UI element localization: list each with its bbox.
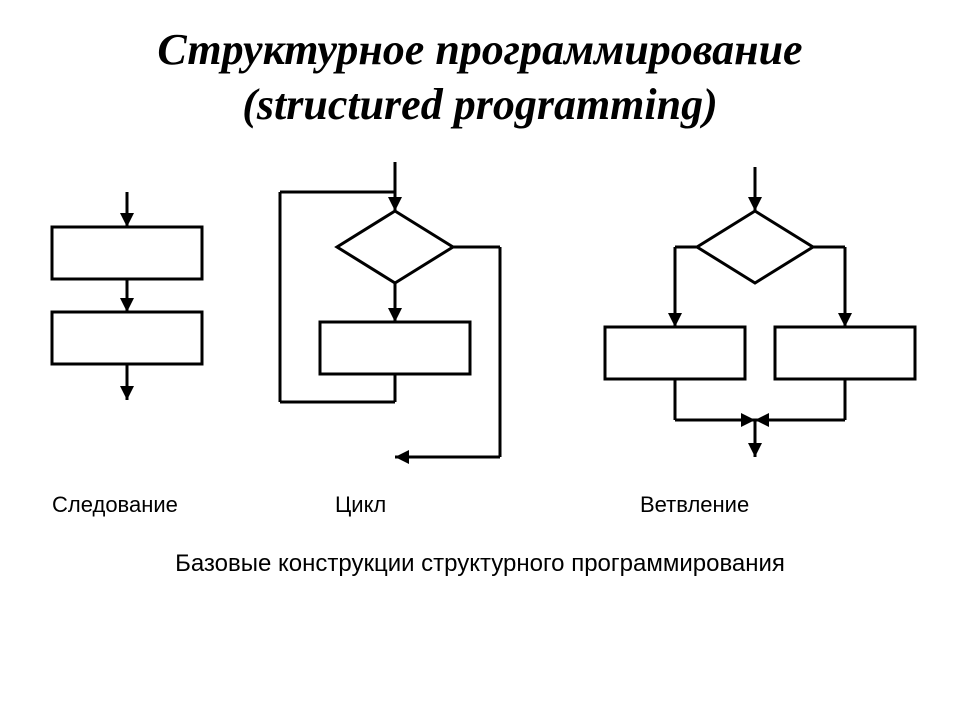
arrow-head-icon [838,313,852,327]
label-loop: Цикл [335,492,386,518]
sequence-box-2 [52,312,202,364]
loop-body-box [320,322,470,374]
loop-decision-diamond [337,211,453,283]
diagram-caption: Базовые конструкции структурного програм… [0,532,960,578]
arrow-head-icon [668,313,682,327]
arrow-head-icon [741,413,755,427]
branch-left-box [605,327,745,379]
arrow-head-icon [120,213,134,227]
label-branch: Ветвление [640,492,749,518]
arrow-head-icon [755,413,769,427]
branch-decision-diamond [697,211,813,283]
arrow-head-icon [388,308,402,322]
arrow-head-icon [748,197,762,211]
label-sequence: Следование [52,492,178,518]
arrow-head-icon [748,443,762,457]
page-title: Структурное программирование (structured… [0,0,960,132]
sequence-box-1 [52,227,202,279]
title-line-1: Структурное программирование [0,22,960,77]
diagram-container [0,132,960,492]
arrow-head-icon [395,450,409,464]
arrow-head-icon [388,197,402,211]
flowchart-svg [0,132,960,492]
arrow-head-icon [120,298,134,312]
branch-right-box [775,327,915,379]
title-line-2: (structured programming) [0,77,960,132]
arrow-head-icon [120,386,134,400]
diagram-labels-row: Следование Цикл Ветвление [0,492,960,532]
